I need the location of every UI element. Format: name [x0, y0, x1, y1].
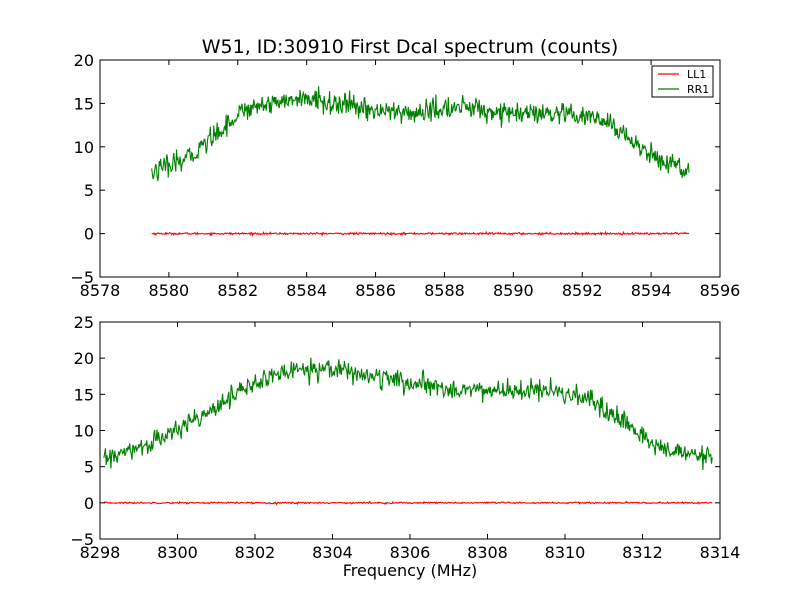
top-x-tick-label: 8584: [286, 281, 327, 300]
top-y-tick-label: 0: [84, 225, 94, 244]
bottom-y-tick-label: 5: [84, 458, 94, 477]
bottom-x-tick-label: 8310: [545, 543, 586, 562]
bottom-y-tick-label: 20: [74, 349, 94, 368]
bottom-series-layer: [103, 357, 713, 506]
bottom-subplot: 8298 8300 8302 8304 8306 8308 8310 8312 8314 −5 0 5…: [70, 313, 740, 580]
top-x-tick-label: 8578: [80, 281, 121, 300]
top-x-tick-label: 8580: [149, 281, 190, 300]
bottom-y-tick-label: 15: [74, 385, 94, 404]
bottom-x-tick-label: 8304: [312, 543, 353, 562]
bottom-x-tick-label: 8314: [700, 543, 741, 562]
top-series-rr1-line: [151, 86, 690, 182]
bottom-series-green-line: [103, 357, 713, 471]
top-series-ll1-line: [151, 230, 690, 238]
bottom-x-tick-label: 8312: [622, 543, 663, 562]
legend-box: [651, 65, 714, 98]
bottom-x-tick-label: 8306: [390, 543, 431, 562]
bottom-y-tick-label: 0: [84, 494, 94, 513]
top-y-tick-label: 5: [84, 181, 94, 200]
top-y-tick-label: 10: [74, 138, 94, 157]
legend-label-ll1: LL1: [687, 68, 706, 81]
legend-label-rr1: RR1: [687, 83, 709, 96]
top-x-tick-label: 8590: [493, 281, 534, 300]
bottom-x-axis-label: Frequency (MHz): [343, 561, 477, 580]
bottom-series-red-line: [103, 500, 713, 506]
top-y-tick-label: 20: [74, 51, 94, 70]
top-chart-title: W51, ID:30910 First Dcal spectrum (count…: [202, 36, 619, 58]
top-subplot: W51, ID:30910 First Dcal spectrum (count…: [70, 36, 740, 300]
bottom-y-tick-label: 10: [74, 422, 94, 441]
top-x-tick-label: 8586: [355, 281, 396, 300]
bottom-y-tick-label: −5: [70, 530, 94, 549]
top-x-tick-label: 8596: [700, 281, 741, 300]
top-x-tick-label: 8588: [424, 281, 465, 300]
legend: LL1 RR1: [651, 65, 714, 98]
top-y-tick-label: 15: [74, 94, 94, 113]
bottom-x-tick-label: 8302: [235, 543, 276, 562]
top-x-tick-label: 8582: [217, 281, 258, 300]
top-axis-ticks: 8578 8580 8582 8584 8586 8588 8590 8592 8594 8596…: [70, 51, 740, 300]
top-series-layer: [151, 86, 690, 238]
bottom-x-tick-label: 8300: [157, 543, 198, 562]
bottom-x-tick-label: 8298: [80, 543, 121, 562]
top-x-tick-label: 8592: [562, 281, 603, 300]
bottom-x-tick-label: 8308: [467, 543, 508, 562]
top-plot-frame: [99, 59, 721, 278]
top-x-tick-label: 8594: [631, 281, 672, 300]
top-y-tick-label: −5: [70, 268, 94, 287]
bottom-y-tick-label: 25: [74, 313, 94, 332]
bottom-axis-ticks: 8298 8300 8302 8304 8306 8308 8310 8312 8314 −5 0 5…: [70, 313, 740, 562]
